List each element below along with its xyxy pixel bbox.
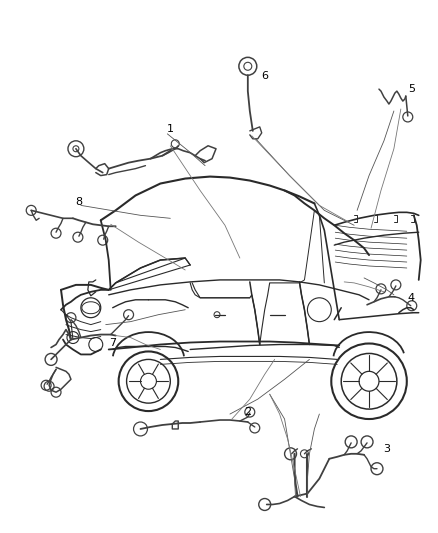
Text: 2: 2 [244,407,251,417]
Text: 8: 8 [75,197,82,207]
Text: 3: 3 [383,444,390,454]
Text: 7: 7 [109,337,116,348]
Text: 4: 4 [407,293,414,303]
Text: 6: 6 [261,71,268,81]
Text: 1: 1 [167,124,174,134]
Text: 5: 5 [408,84,415,94]
